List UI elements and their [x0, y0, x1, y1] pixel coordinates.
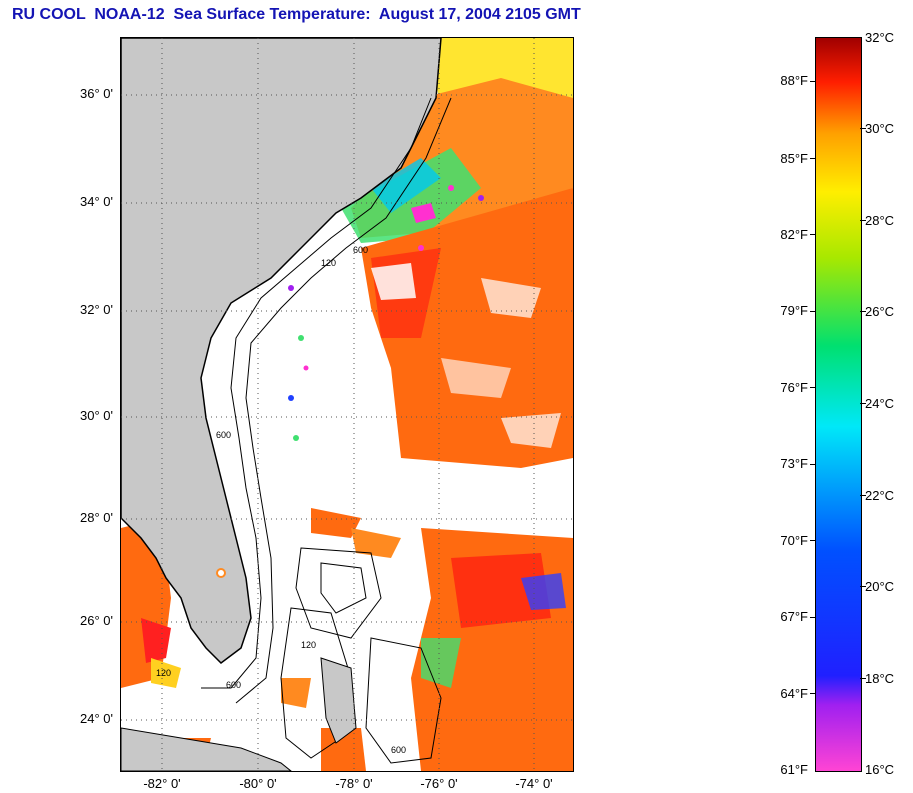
legend-fahrenheit-label: 85°F [780, 151, 808, 166]
legend-fahrenheit-label: 70°F [780, 533, 808, 548]
legend-celsius-label: 32°C [865, 30, 895, 45]
contour-label: 120 [156, 668, 171, 678]
lon-label: -78° 0' [335, 776, 373, 791]
legend-tick [810, 387, 816, 388]
lat-label: 24° 0' [80, 711, 113, 726]
legend-tick [810, 81, 816, 82]
legend-fahrenheit-label: 61°F [780, 762, 808, 777]
legend-celsius-label: 28°C [865, 213, 895, 228]
legend-celsius-label: 22°C [865, 488, 895, 503]
contour-label: 120 [301, 640, 316, 650]
lon-label: -74° 0' [515, 776, 553, 791]
lat-label: 26° 0' [80, 613, 113, 628]
legend-tick [860, 586, 866, 587]
legend-fahrenheit-label: 67°F [780, 609, 808, 624]
legend-tick [810, 540, 816, 541]
legend-tick [860, 128, 866, 129]
legend-tick [860, 311, 866, 312]
legend-celsius-label: 20°C [865, 579, 895, 594]
legend-tick [810, 234, 816, 235]
legend-celsius-label: 30°C [865, 121, 895, 136]
contour-label: 600 [226, 680, 241, 690]
map-title: RU COOL NOAA-12 Sea Surface Temperature:… [12, 6, 581, 23]
lat-label: 36° 0' [80, 86, 113, 101]
legend-fahrenheit-label: 76°F [780, 380, 808, 395]
lon-label: -82° 0' [143, 776, 181, 791]
contour-label: 120 [321, 258, 336, 268]
legend-tick [810, 311, 816, 312]
legend-fahrenheit-label: 82°F [780, 227, 808, 242]
contour-label: 600 [353, 245, 368, 255]
legend-fahrenheit-label: 73°F [780, 456, 808, 471]
legend-celsius-label: 18°C [865, 671, 895, 686]
legend-tick [810, 617, 816, 618]
sst-map-graphic: 120 600 600 120 600 120 600 [121, 38, 573, 771]
lat-label: 32° 0' [80, 302, 113, 317]
legend-celsius-label: 16°C [865, 762, 895, 777]
legend-tick [860, 220, 866, 221]
contour-label: 600 [216, 430, 231, 440]
legend-fahrenheit-label: 79°F [780, 303, 808, 318]
legend-celsius-label: 26°C [865, 304, 895, 319]
lat-label: 34° 0' [80, 194, 113, 209]
legend-celsius-label: 24°C [865, 396, 895, 411]
legend-tick [860, 678, 866, 679]
legend-tick [810, 464, 816, 465]
sst-map[interactable]: 120 600 600 120 600 120 600 [120, 37, 574, 772]
legend-tick [860, 495, 866, 496]
lat-label: 28° 0' [80, 510, 113, 525]
legend-tick [810, 158, 816, 159]
contour-label: 600 [391, 745, 406, 755]
temperature-color-scale [815, 37, 862, 772]
legend-fahrenheit-label: 88°F [780, 73, 808, 88]
lon-label: -76° 0' [420, 776, 458, 791]
legend-tick [860, 403, 866, 404]
lon-label: -80° 0' [239, 776, 277, 791]
legend-tick [810, 693, 816, 694]
legend-fahrenheit-label: 64°F [780, 686, 808, 701]
lat-label: 30° 0' [80, 408, 113, 423]
